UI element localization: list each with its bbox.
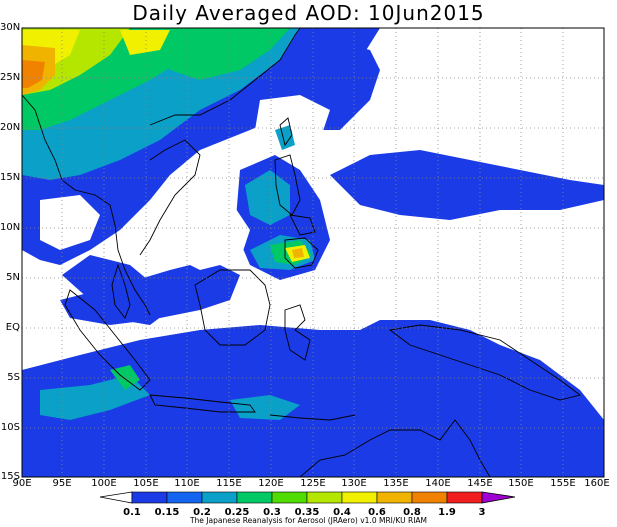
lon-label: 100E: [91, 478, 117, 489]
credit-line: The Japanese Reanalysis for Aerosol (JRA…: [189, 516, 428, 525]
coast-sulawesi: [284, 304, 311, 361]
colorbar-label: 0.3: [263, 507, 281, 518]
coast-luzon: [274, 154, 301, 216]
aod-gap-central-pac: [330, 210, 604, 360]
colorbar-box-8: [376, 491, 413, 504]
coastlines: [22, 28, 582, 477]
colorbar-left-arrow: [99, 491, 133, 504]
coast-malaya: [111, 263, 131, 319]
aod-region-teal-ph: [245, 170, 290, 225]
colorbar-label: 0.15: [154, 507, 180, 518]
aod-region-orange-mind: [292, 248, 304, 258]
coast-indochina: [22, 94, 201, 316]
aod-region-green-north2: [150, 28, 290, 80]
coast-taiwan: [279, 117, 293, 147]
aod-gap-scs: [170, 200, 250, 270]
coast-borneo: [194, 269, 271, 346]
aod-region-blue-mid: [60, 260, 240, 325]
lon-label: 130E: [341, 478, 367, 489]
colorbar-box-1: [131, 491, 168, 504]
lat-label: 30N: [0, 22, 21, 33]
colorbar-label: 1.9: [438, 507, 456, 518]
colorbar-box-5: [271, 491, 308, 504]
coast-lesser-sunda: [269, 414, 356, 421]
lon-label: 140E: [425, 478, 451, 489]
colorbar-label: 0.25: [224, 507, 250, 518]
aod-gap-north-pacific: [255, 95, 330, 145]
colorbar-label: 0.2: [193, 507, 211, 518]
colorbar-label: 0.35: [294, 507, 320, 518]
colorbar: [99, 491, 516, 504]
lat-label: 10S: [0, 422, 20, 433]
coast-visayas: [289, 214, 316, 236]
colorbar-box-7: [341, 491, 378, 504]
coast-china: [149, 28, 301, 126]
lat-label: 10N: [0, 222, 21, 233]
lat-label: 5S: [7, 372, 20, 383]
lon-label: 155E: [550, 478, 576, 489]
colorbar-right-arrow: [481, 491, 516, 504]
colorbar-box-6: [306, 491, 343, 504]
lon-label: 95E: [52, 478, 72, 489]
colorbar-box-10: [446, 491, 483, 504]
lon-label: 145E: [467, 478, 493, 489]
lon-label: 115E: [216, 478, 242, 489]
lon-label: 90E: [12, 478, 32, 489]
colorbar-label: 0.6: [368, 507, 386, 518]
colorbar-label: 0.1: [123, 507, 141, 518]
lat-label: 20N: [0, 122, 21, 133]
aod-region-yellow-nc: [120, 30, 170, 55]
lat-label: 5N: [6, 272, 20, 283]
aod-region-green-sum: [110, 365, 140, 390]
colorbar-box-9: [411, 491, 448, 504]
colorbar-box-2: [166, 491, 203, 504]
lon-label: 120E: [258, 478, 284, 489]
colorbar-box-3: [201, 491, 238, 504]
lon-label: 125E: [300, 478, 326, 489]
lon-label: 110E: [174, 478, 200, 489]
coast-java: [149, 394, 256, 413]
colorbar-label: 0.8: [403, 507, 421, 518]
lat-label: 15S: [0, 471, 20, 482]
lat-label: 25N: [0, 72, 21, 83]
colorbar-label: 3: [478, 507, 486, 518]
coast-mindanao: [284, 237, 319, 269]
aod-region-teal-taiwan: [275, 125, 295, 150]
aod-fill-layer: [22, 28, 604, 477]
aod-region-blue-south: [22, 320, 604, 477]
aod-gap-bay: [40, 195, 100, 250]
lon-label: 105E: [133, 478, 159, 489]
aod-region-blue-east: [330, 150, 604, 220]
aod-gap-ne-pac: [380, 35, 604, 170]
coast-sumatra: [64, 289, 151, 391]
grid-lines: [22, 28, 604, 477]
lat-label: EQ: [5, 322, 20, 333]
aod-region-darkorange-nw: [22, 60, 45, 88]
colorbar-label: 0.4: [333, 507, 351, 518]
plot-frame: [21, 27, 605, 478]
colorbar-box-4: [236, 491, 273, 504]
lon-label: 150E: [508, 478, 534, 489]
coast-australia: [299, 419, 491, 477]
aod-region-teal-jav: [230, 395, 300, 420]
lat-label: 15N: [0, 172, 21, 183]
coast-newguinea: [388, 324, 582, 401]
lon-label: 160E: [584, 478, 610, 489]
map-title: Daily Averaged AOD: 10Jun2015: [132, 1, 485, 25]
lon-label: 135E: [383, 478, 409, 489]
